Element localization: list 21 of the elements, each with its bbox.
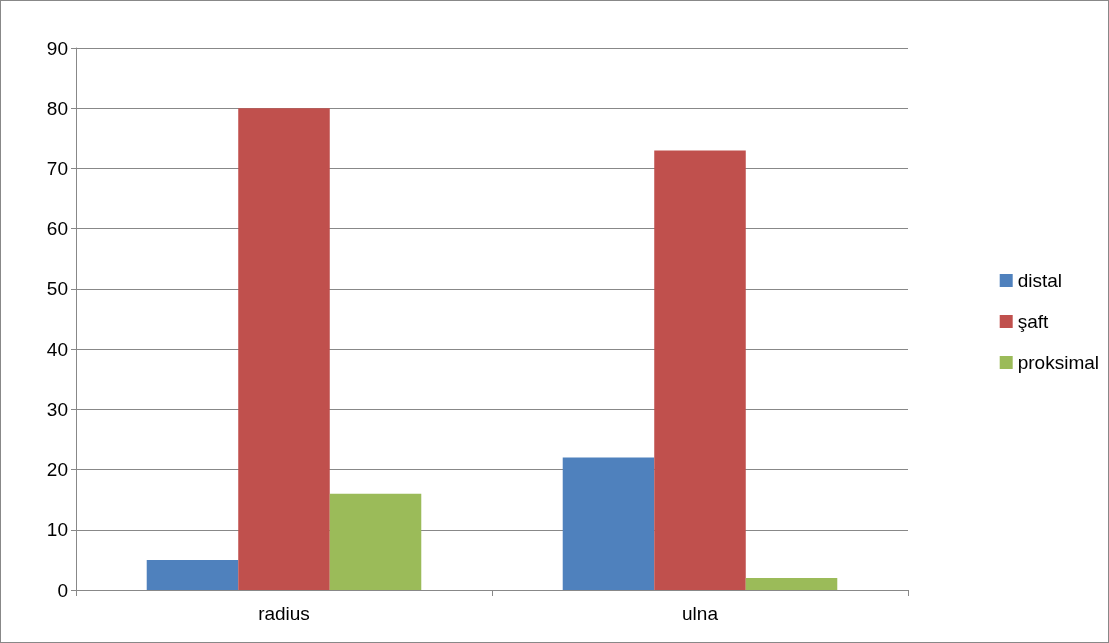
x-tick-label: radius xyxy=(258,603,310,624)
bar xyxy=(654,150,746,590)
y-tick-label: 30 xyxy=(46,398,68,420)
legend-label: proksimal xyxy=(1017,352,1100,373)
y-tick-label: 80 xyxy=(46,97,68,119)
bar xyxy=(329,493,422,590)
y-tick-label: 70 xyxy=(46,157,68,179)
y-tick-label: 50 xyxy=(46,278,68,300)
y-tick-label: 90 xyxy=(46,37,68,59)
legend-label: distal xyxy=(1017,270,1063,291)
x-tick-label: ulna xyxy=(682,603,719,624)
y-tick-label: 10 xyxy=(46,519,68,541)
bar xyxy=(562,457,655,590)
y-tick-label: 20 xyxy=(46,459,68,481)
y-tick-label: 60 xyxy=(46,218,68,240)
y-tick-label: 0 xyxy=(57,579,68,601)
bar xyxy=(146,559,239,590)
bar xyxy=(745,577,838,590)
legend-label: şaft xyxy=(1017,311,1050,332)
bar xyxy=(238,108,330,590)
y-tick-label: 40 xyxy=(46,338,68,360)
